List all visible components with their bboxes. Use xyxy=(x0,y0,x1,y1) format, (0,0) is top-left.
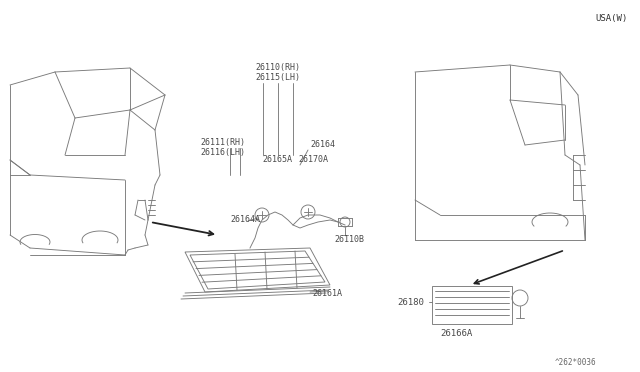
Text: 26166A: 26166A xyxy=(440,329,472,338)
Text: ^262*0036: ^262*0036 xyxy=(555,358,596,367)
Text: 26165A: 26165A xyxy=(262,155,292,164)
Text: 26111(RH): 26111(RH) xyxy=(200,138,245,147)
Text: 26116(LH): 26116(LH) xyxy=(200,148,245,157)
Text: 26170A: 26170A xyxy=(298,155,328,164)
Text: 26115(LH): 26115(LH) xyxy=(255,73,300,82)
Text: 26110(RH): 26110(RH) xyxy=(255,63,300,72)
Text: 26161A: 26161A xyxy=(312,289,342,298)
Text: 26164A: 26164A xyxy=(230,215,260,224)
Text: USA(W): USA(W) xyxy=(595,14,627,23)
Text: 26110B: 26110B xyxy=(334,235,364,244)
Text: 26164: 26164 xyxy=(310,140,335,149)
Text: 26180: 26180 xyxy=(397,298,424,307)
